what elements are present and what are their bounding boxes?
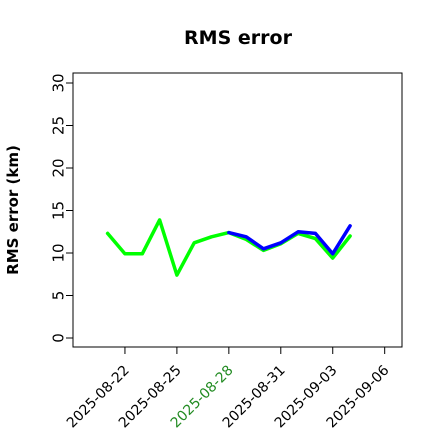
y-tick-label: 15: [49, 201, 67, 220]
series-2-point: [314, 237, 317, 240]
series-2-point: [123, 252, 127, 256]
series-1-point: [314, 232, 317, 235]
series-2-point: [193, 241, 196, 244]
series-1-point: [348, 224, 352, 227]
series-2-point: [158, 218, 161, 222]
y-tick-label: 5: [49, 291, 67, 301]
series-layer: [105, 218, 352, 277]
y-tick-label: 30: [49, 73, 67, 92]
series-1-point: [227, 231, 231, 234]
x-axis: 2025-08-222025-08-252025-08-282025-08-31…: [64, 347, 393, 431]
series-2-point: [106, 232, 109, 235]
series-2-point: [210, 235, 213, 239]
series-2-point: [348, 234, 352, 238]
y-tick-label: 20: [49, 158, 67, 177]
series-line-1: [227, 224, 352, 256]
series-line-2: [105, 218, 352, 277]
y-tick-label: 10: [49, 243, 67, 262]
series-1-point: [296, 230, 300, 233]
series-2-point: [331, 256, 334, 260]
chart-title: RMS error: [184, 27, 293, 49]
y-axis-label: RMS error (km): [4, 145, 22, 275]
series-1-point: [244, 235, 248, 239]
series-2-point: [141, 252, 144, 256]
y-tick-label: 0: [49, 333, 67, 343]
series-1-point: [262, 247, 265, 250]
y-axis: 0 5 10 15 20 25 30: [49, 73, 73, 343]
series-1-point: [331, 252, 334, 256]
series-2-point: [175, 273, 179, 277]
plot-area-frame: [72, 72, 403, 348]
y-tick-label: 25: [49, 116, 67, 135]
series-1-point: [279, 241, 282, 244]
